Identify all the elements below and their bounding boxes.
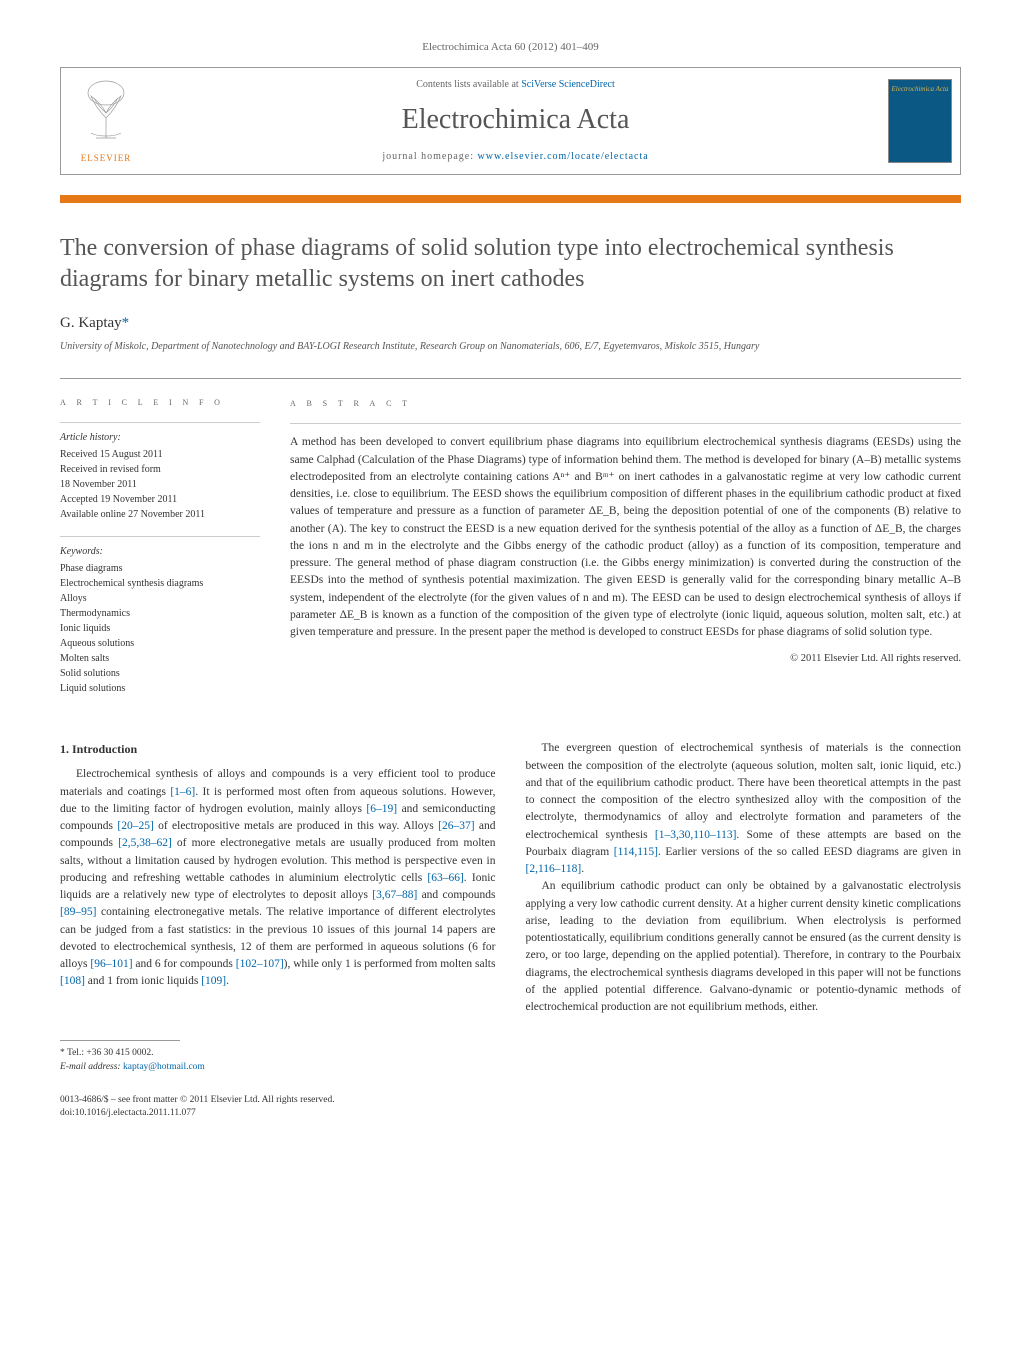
journal-reference: Electrochimica Acta 60 (2012) 401–409 xyxy=(60,40,961,55)
author-name: G. Kaptay xyxy=(60,315,122,331)
history-line: Received in revised form xyxy=(60,462,260,477)
doi-line: doi:10.1016/j.electacta.2011.11.077 xyxy=(60,1107,961,1120)
history-line: 18 November 2011 xyxy=(60,477,260,492)
citation-link[interactable]: [1–6] xyxy=(170,786,195,798)
contents-prefix: Contents lists available at xyxy=(416,79,521,90)
keyword: Phase diagrams xyxy=(60,561,260,576)
citation-link[interactable]: [1–3,30,110–113] xyxy=(655,829,737,841)
cover-thumbnail: Electrochimica Acta xyxy=(888,79,952,163)
keywords-heading: Keywords: xyxy=(60,545,260,559)
citation-link[interactable]: [2,5,38–62] xyxy=(118,837,172,849)
history-line: Available online 27 November 2011 xyxy=(60,507,260,522)
article-info-column: a r t i c l e i n f o Article history: R… xyxy=(60,395,260,710)
accent-bar xyxy=(60,195,961,203)
article-history: Article history: Received 15 August 2011… xyxy=(60,422,260,522)
publisher-name: ELSEVIER xyxy=(81,152,132,165)
issn-line: 0013-4686/$ – see front matter © 2011 El… xyxy=(60,1094,961,1107)
abstract-column: a b s t r a c t A method has been develo… xyxy=(290,395,961,710)
keyword: Molten salts xyxy=(60,651,260,666)
journal-cover: Electrochimica Acta xyxy=(880,68,960,173)
history-line: Received 15 August 2011 xyxy=(60,447,260,462)
affiliation: University of Miskolc, Department of Nan… xyxy=(60,340,961,354)
homepage-prefix: journal homepage: xyxy=(382,151,477,162)
citation-link[interactable]: [114,115] xyxy=(614,846,658,858)
citation-link[interactable]: [63–66] xyxy=(427,872,463,884)
copyright: © 2011 Elsevier Ltd. All rights reserved… xyxy=(290,651,961,667)
article-info-label: a r t i c l e i n f o xyxy=(60,395,260,410)
corresponding-mark: * xyxy=(122,315,130,331)
citation-link[interactable]: [109] xyxy=(201,975,226,987)
elsevier-tree-icon xyxy=(76,78,136,148)
abstract-divider xyxy=(290,423,961,424)
keyword: Aqueous solutions xyxy=(60,636,260,651)
citation-link[interactable]: [102–107] xyxy=(236,958,284,970)
tel-number: +36 30 415 0002. xyxy=(86,1048,153,1058)
journal-header: ELSEVIER Contents lists available at Sci… xyxy=(60,67,961,174)
keyword: Ionic liquids xyxy=(60,621,260,636)
info-abstract-row: a r t i c l e i n f o Article history: R… xyxy=(60,378,961,710)
citation-link[interactable]: [89–95] xyxy=(60,906,96,918)
footer: 0013-4686/$ – see front matter © 2011 El… xyxy=(60,1094,961,1121)
citation-link[interactable]: [26–37] xyxy=(438,820,474,832)
footnote-separator xyxy=(60,1040,180,1041)
article-title: The conversion of phase diagrams of soli… xyxy=(60,233,961,295)
journal-homepage: journal homepage: www.elsevier.com/locat… xyxy=(382,150,648,164)
keyword: Electrochemical synthesis diagrams xyxy=(60,576,260,591)
keyword: Solid solutions xyxy=(60,666,260,681)
paragraph: Electrochemical synthesis of alloys and … xyxy=(60,766,496,990)
paragraph: The evergreen question of electrochemica… xyxy=(526,740,962,878)
cover-title: Electrochimica Acta xyxy=(892,86,949,94)
citation-link[interactable]: [96–101] xyxy=(90,958,132,970)
contents-available: Contents lists available at SciVerse Sci… xyxy=(416,78,615,92)
history-heading: Article history: xyxy=(60,431,260,445)
section-heading-intro: 1. Introduction xyxy=(60,740,496,758)
citation-link[interactable]: [3,67–88] xyxy=(372,889,417,901)
keyword: Alloys xyxy=(60,591,260,606)
keyword: Liquid solutions xyxy=(60,681,260,696)
journal-name: Electrochimica Acta xyxy=(402,100,630,139)
author-line: G. Kaptay* xyxy=(60,313,961,334)
citation-link[interactable]: [108] xyxy=(60,975,85,987)
paragraph: An equilibrium cathodic product can only… xyxy=(526,878,962,1016)
abstract-label: a b s t r a c t xyxy=(290,395,961,412)
corresponding-footnote: * Tel.: +36 30 415 0002. E-mail address:… xyxy=(60,1047,961,1074)
body-text: 1. Introduction Electrochemical synthesi… xyxy=(60,740,961,1016)
email-label: E-mail address: xyxy=(60,1062,123,1072)
citation-link[interactable]: [6–19] xyxy=(366,803,397,815)
citation-link[interactable]: [2,116–118] xyxy=(526,863,582,875)
citation-link[interactable]: [20–25] xyxy=(117,820,153,832)
keywords-block: Keywords: Phase diagrams Electrochemical… xyxy=(60,536,260,696)
header-center: Contents lists available at SciVerse Sci… xyxy=(151,68,880,173)
homepage-link[interactable]: www.elsevier.com/locate/electacta xyxy=(478,151,649,162)
publisher-logo: ELSEVIER xyxy=(61,68,151,173)
tel-label: * Tel.: xyxy=(60,1048,86,1058)
keyword: Thermodynamics xyxy=(60,606,260,621)
history-line: Accepted 19 November 2011 xyxy=(60,492,260,507)
abstract-text: A method has been developed to convert e… xyxy=(290,434,961,641)
sciencedirect-link[interactable]: SciVerse ScienceDirect xyxy=(521,79,615,90)
email-link[interactable]: kaptay@hotmail.com xyxy=(123,1062,205,1072)
